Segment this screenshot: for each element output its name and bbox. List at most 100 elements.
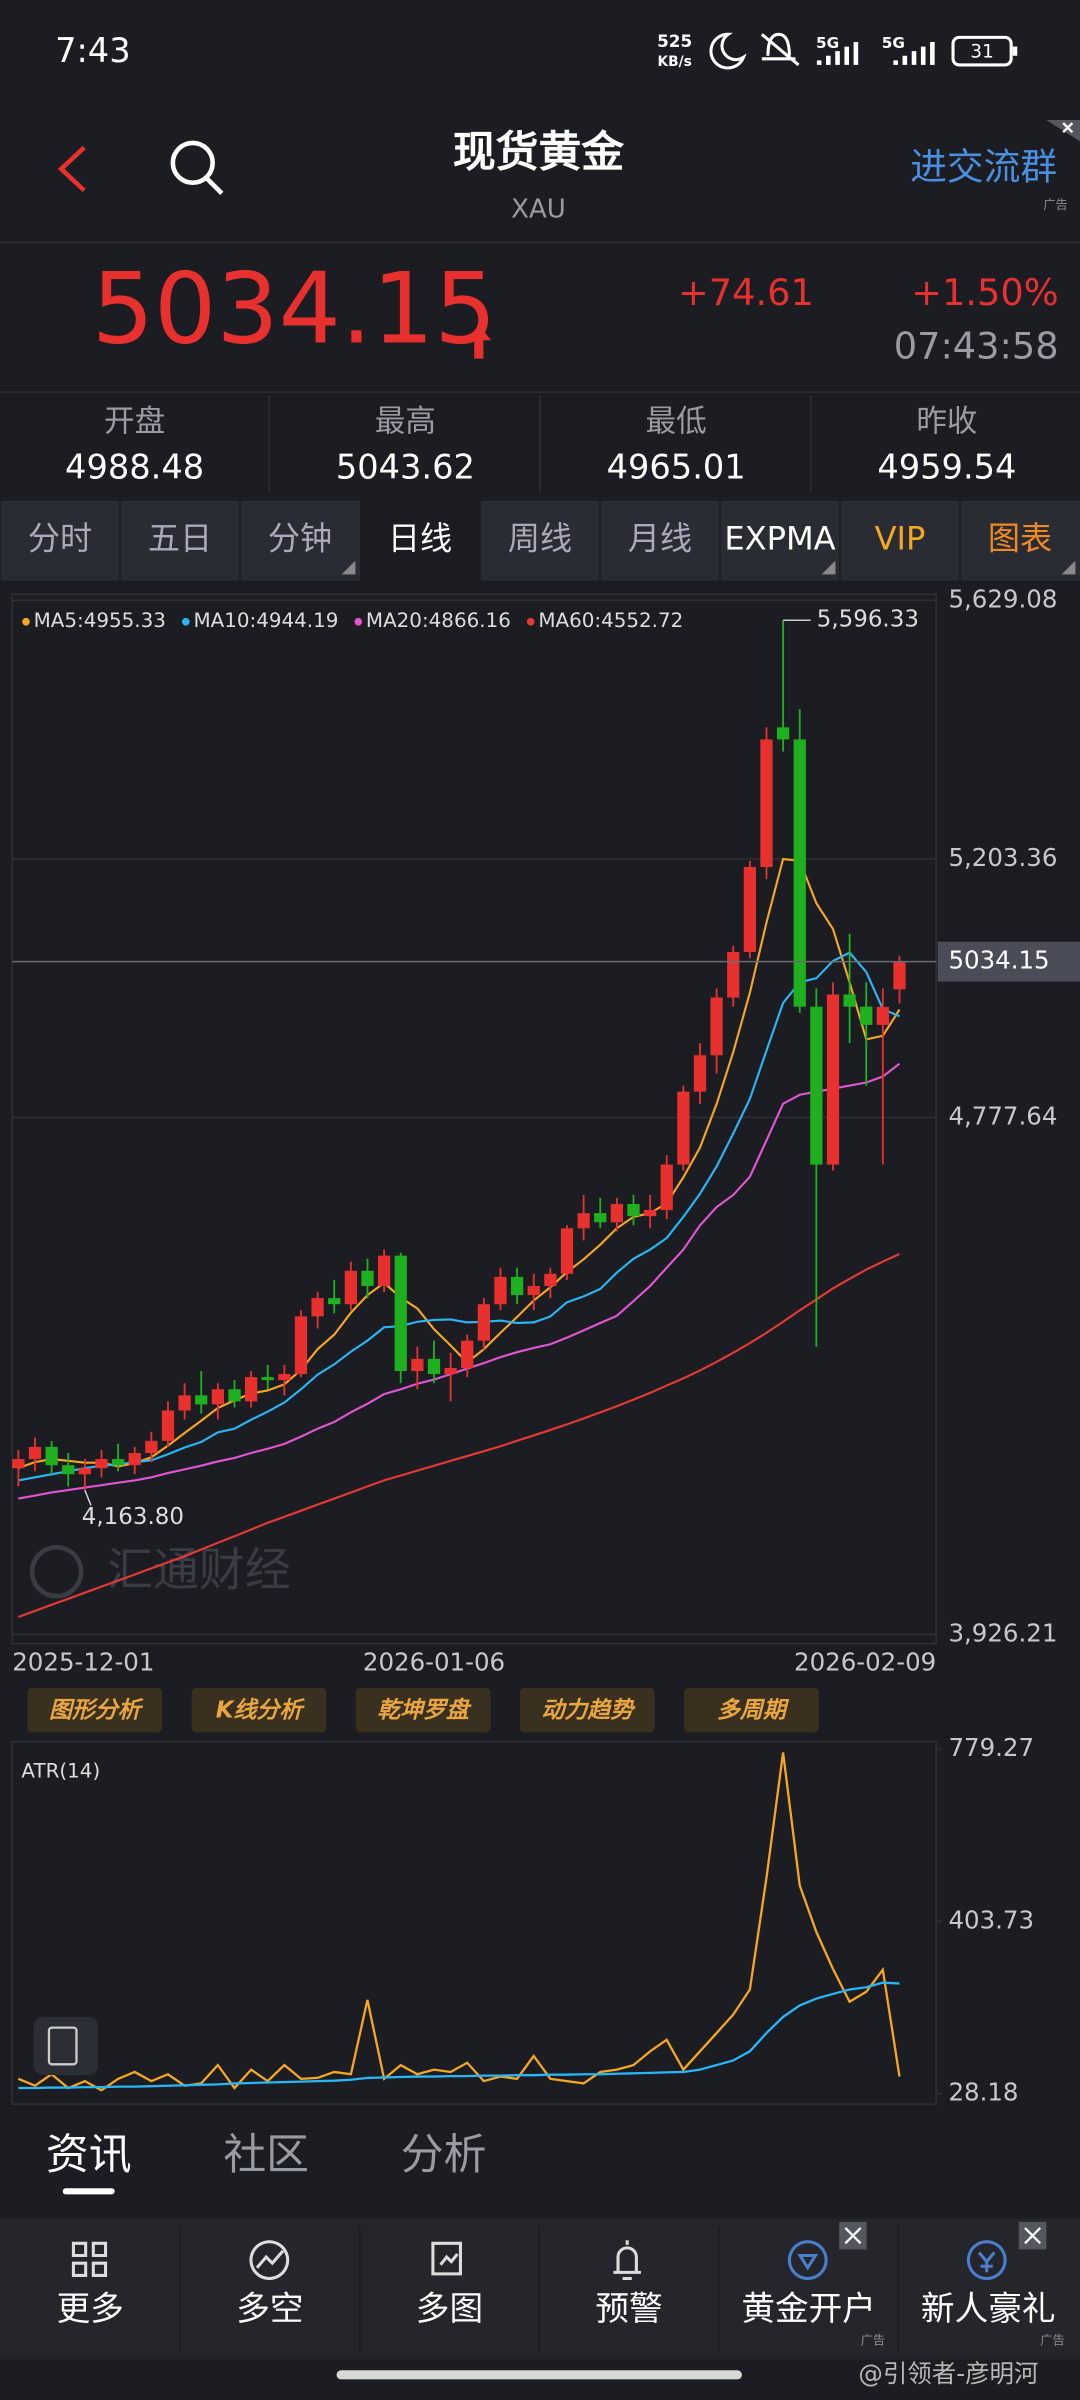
candle-body <box>394 1255 407 1372</box>
candle-body <box>12 1459 25 1469</box>
candle-body <box>594 1213 607 1223</box>
period-tabs: 分时 五日 分钟 日线 周线 月线 EXPMA VIP 图表 <box>0 500 1080 581</box>
search-button[interactable] <box>170 140 215 186</box>
rotate-button[interactable] <box>33 2016 98 2076</box>
atr-frame <box>11 1740 937 2105</box>
battery-icon <box>951 35 1013 67</box>
candle-body <box>178 1395 191 1411</box>
stats-row: 开盘 4988.48 最高 5043.62 最低 4965.01 昨收 4959.54 <box>65 395 1016 494</box>
candle-body <box>444 1367 457 1375</box>
nav-label[interactable]: 更多 <box>57 2289 124 2328</box>
nav-icon <box>249 2240 290 2280</box>
x-tick-label: 2025-12-01 <box>12 1648 154 1677</box>
stat-label: 开盘 <box>104 404 165 439</box>
candle-body <box>278 1374 291 1381</box>
page-subtitle: XAU <box>511 195 566 225</box>
tool-label: 乾坤罗盘 <box>377 1697 472 1723</box>
candle-body <box>211 1389 224 1405</box>
tool-label: 图形分析 <box>49 1697 144 1723</box>
candle-body <box>111 1459 125 1466</box>
join-group[interactable]: 进交流群 <box>910 145 1057 188</box>
ma-line <box>17 857 901 1470</box>
stat-value: 4988.48 <box>65 447 204 486</box>
tool-button[interactable] <box>27 1687 163 1733</box>
tool-button[interactable] <box>519 1687 655 1733</box>
chart-frame <box>11 593 937 1645</box>
tool-label: 动力趋势 <box>541 1697 636 1723</box>
tab[interactable]: 周线 <box>508 520 572 558</box>
tab[interactable]: 五日 <box>148 520 212 558</box>
kline-chart: 汇通财经 5,629.08 5,203.36 4,777.64 3,926.21 2025… <box>12 584 1080 1677</box>
candle-body <box>643 1210 657 1217</box>
candle-body <box>195 1395 208 1405</box>
tab[interactable]: 分时 <box>28 520 92 558</box>
nav-icon <box>71 2241 108 2277</box>
candle-body <box>843 994 856 1007</box>
stat-value: 4965.01 <box>607 447 746 486</box>
candle-body <box>677 1091 690 1165</box>
candle-body <box>693 1055 707 1092</box>
legend-dot <box>181 617 190 626</box>
price: 5034.15 <box>92 253 497 367</box>
watermark-logo <box>29 1544 84 1599</box>
net-type: 5G <box>882 34 905 52</box>
candle-body <box>810 1006 823 1165</box>
price-tag-label: 5034.15 <box>948 946 1049 975</box>
moon-icon <box>709 32 747 70</box>
candle-body <box>760 739 773 867</box>
tab-active <box>360 500 480 581</box>
tab[interactable]: EXPMA <box>724 520 835 558</box>
candle-body <box>294 1316 308 1375</box>
tool-button[interactable] <box>355 1687 491 1733</box>
price-tag <box>937 941 1080 982</box>
nav-close-x <box>844 2227 862 2245</box>
candle-body <box>145 1440 158 1454</box>
y-tick-label: 403.73 <box>948 1905 1034 1934</box>
tab[interactable]: 图表 <box>988 520 1052 558</box>
tool-label: K线分析 <box>216 1697 306 1723</box>
candle-body <box>776 727 790 740</box>
nav-label[interactable]: 多图 <box>416 2289 483 2328</box>
tool-button[interactable] <box>684 1687 819 1733</box>
battery-level: 31 <box>970 42 993 63</box>
quote-time: 07:43:58 <box>894 324 1059 367</box>
candle-body <box>78 1468 91 1475</box>
signal-icon <box>816 41 859 65</box>
ad-tag: 广告 <box>861 2334 885 2348</box>
news-tab[interactable]: 社区 <box>223 2130 309 2180</box>
nav-label[interactable]: 多空 <box>236 2289 303 2328</box>
nav-label[interactable]: 黄金开户 <box>741 2289 876 2328</box>
ma-line <box>18 951 900 1482</box>
candle-body <box>826 994 840 1165</box>
stat-value: 5043.62 <box>336 447 475 486</box>
tab[interactable]: 日线 <box>388 520 452 558</box>
change: +74.61 <box>678 271 814 314</box>
rotate-icon <box>47 2026 78 2066</box>
tab[interactable]: VIP <box>875 520 926 558</box>
up-arrow <box>466 324 492 359</box>
news-tab[interactable]: 资讯 <box>46 2130 132 2180</box>
candle-body <box>244 1377 258 1402</box>
legend-dot <box>354 617 363 626</box>
news-tab[interactable]: 分析 <box>401 2130 487 2180</box>
tab[interactable]: 月线 <box>628 520 692 558</box>
nav-label[interactable]: 预警 <box>595 2289 662 2328</box>
candle-body <box>477 1304 490 1341</box>
ma-line <box>18 1062 901 1500</box>
nav-label[interactable]: 新人豪礼 <box>921 2289 1056 2328</box>
back-button[interactable] <box>57 145 86 193</box>
candle-body <box>860 1006 873 1025</box>
x-tick-label: 2026-01-06 <box>363 1648 505 1677</box>
annotation-line <box>84 1489 92 1506</box>
annotation: 5,596.33 <box>817 607 919 633</box>
tab[interactable]: 分钟 <box>268 520 332 558</box>
tool-button[interactable] <box>191 1687 327 1733</box>
y-tick-label: 4,777.64 <box>948 1101 1057 1130</box>
candle-body <box>128 1453 141 1466</box>
candle-body <box>876 1006 889 1025</box>
legend-label: MA5:4955.33 <box>34 609 166 632</box>
candle-body <box>793 739 806 1007</box>
nav-icon <box>613 2240 641 2280</box>
